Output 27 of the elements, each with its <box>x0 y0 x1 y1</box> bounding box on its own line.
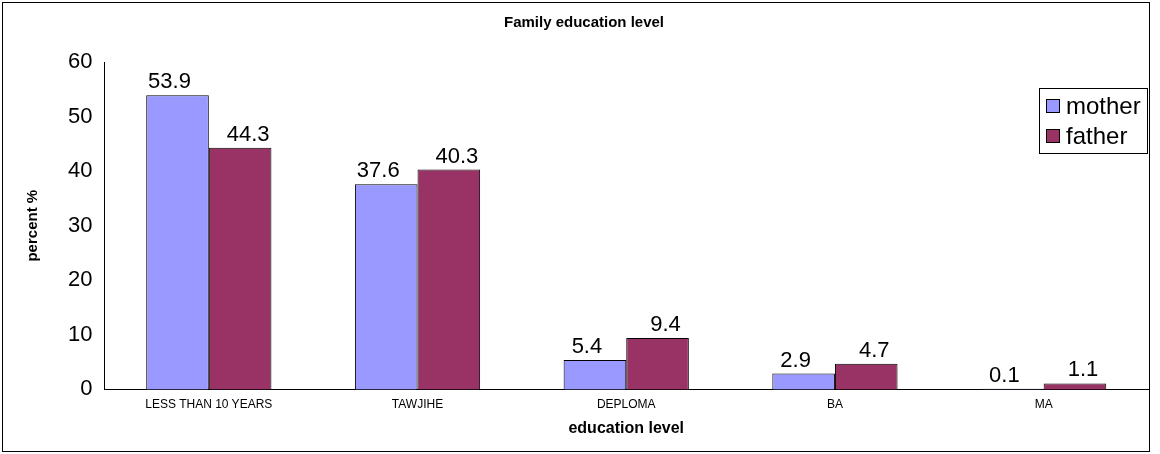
data-label: 0.1 <box>989 361 1020 387</box>
x-axis-title: education level <box>568 418 685 436</box>
y-tick-label: 50 <box>67 102 93 128</box>
x-tick-label: TAWJIHE <box>391 396 444 411</box>
y-tick-label: 40 <box>67 157 93 183</box>
x-tick-label: BA <box>826 396 843 411</box>
y-tick-label: 60 <box>67 48 93 74</box>
chart-title: Family education level <box>503 13 665 31</box>
data-label: 4.7 <box>858 336 890 362</box>
legend-label: mother <box>1066 91 1141 121</box>
data-label: 2.9 <box>780 346 811 372</box>
data-label: 37.6 <box>356 157 400 183</box>
x-tick-label: LESS THAN 10 YEARS <box>145 396 273 411</box>
x-tick-label: DEPLOMA <box>596 396 656 411</box>
y-axis-title: percent % <box>23 189 41 262</box>
y-tick-label: 20 <box>67 266 93 292</box>
data-label: 40.3 <box>435 142 479 168</box>
data-label: 1.1 <box>1067 356 1099 382</box>
data-label: 53.9 <box>148 68 191 94</box>
data-label: 5.4 <box>571 333 603 358</box>
legend-label: father <box>1066 121 1128 151</box>
data-label: 44.3 <box>226 120 270 146</box>
x-tick-label: MA <box>1034 396 1053 411</box>
y-tick-label: 30 <box>67 211 93 237</box>
data-label: 9.4 <box>650 311 681 337</box>
y-tick-label: 10 <box>67 320 93 346</box>
y-tick-label: 0 <box>80 375 93 401</box>
